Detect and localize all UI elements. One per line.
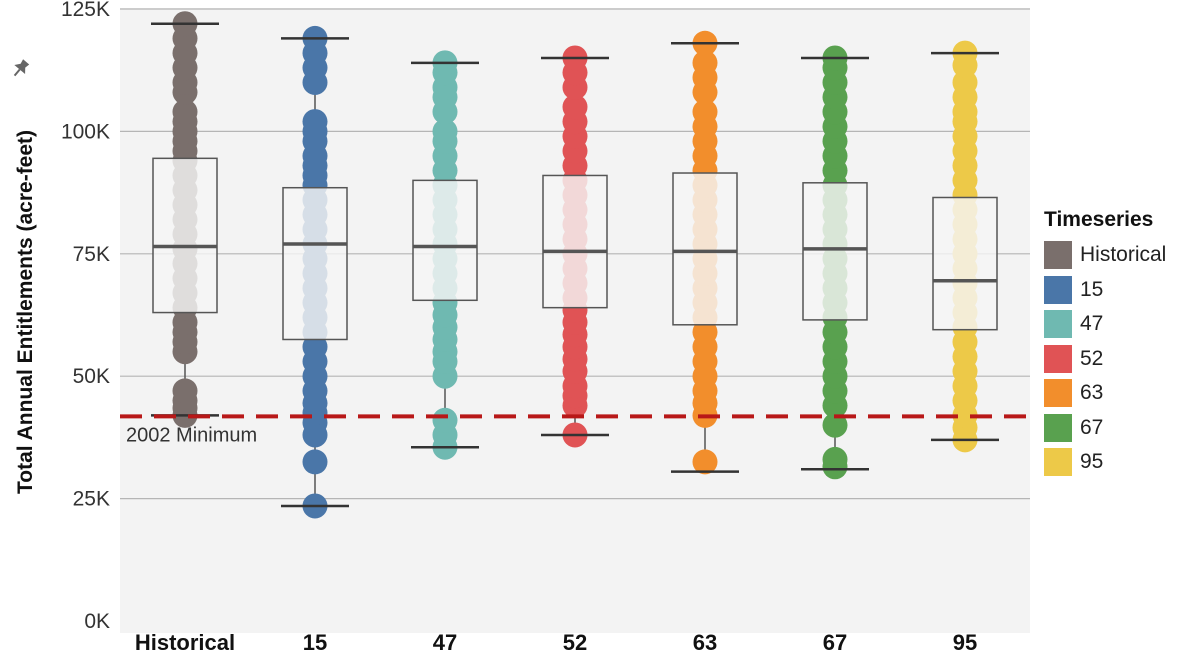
iqr-box bbox=[802, 182, 868, 321]
x-tick-label: 47 bbox=[433, 630, 457, 655]
pin-icon[interactable] bbox=[9, 57, 31, 80]
data-point bbox=[562, 94, 588, 120]
data-point bbox=[692, 99, 718, 125]
data-point bbox=[172, 378, 198, 404]
boxplot-15 bbox=[281, 25, 349, 519]
y-axis-label: Total Annual Entitlements (acre-feet) bbox=[14, 130, 37, 494]
boxplot-63 bbox=[671, 30, 739, 475]
iqr-box bbox=[152, 157, 218, 314]
boxplot-95 bbox=[931, 40, 999, 453]
y-tick-label: 50K bbox=[73, 365, 110, 388]
y-tick-label: 0K bbox=[84, 610, 110, 633]
y-tick-label: 25K bbox=[73, 488, 110, 511]
reference-line-group: 2002 Minimum bbox=[120, 414, 1030, 446]
legend-items: Historical 15 47 52 63 67 95 bbox=[1044, 238, 1166, 480]
legend-title: Timeseries bbox=[1044, 208, 1154, 231]
boxplot-52 bbox=[541, 45, 609, 448]
boxplot-47 bbox=[411, 50, 479, 460]
data-point bbox=[302, 449, 328, 475]
legend-label: 15 bbox=[1080, 277, 1104, 301]
y-tick-label: 100K bbox=[61, 120, 110, 143]
y-tick-label: 125K bbox=[61, 0, 110, 21]
legend-item[interactable]: 15 bbox=[1044, 273, 1166, 308]
y-tick-label: 75K bbox=[73, 243, 110, 266]
x-tick-label: 63 bbox=[693, 630, 717, 655]
data-point bbox=[822, 446, 848, 472]
legend-item[interactable]: 47 bbox=[1044, 307, 1166, 342]
legend-label: 95 bbox=[1080, 450, 1104, 474]
boxplot-67 bbox=[801, 45, 869, 480]
data-point bbox=[692, 449, 718, 475]
legend-item[interactable]: Historical bbox=[1044, 238, 1166, 273]
legend-item[interactable]: 67 bbox=[1044, 411, 1166, 446]
data-point bbox=[302, 109, 328, 135]
data-point bbox=[432, 118, 458, 144]
reference-line-label: 2002 Minimum bbox=[126, 424, 257, 446]
iqr-box bbox=[932, 196, 998, 331]
legend-item[interactable]: 95 bbox=[1044, 445, 1166, 480]
legend-swatch bbox=[1044, 344, 1072, 373]
x-tick-label: 67 bbox=[823, 630, 847, 655]
legend-label: 47 bbox=[1080, 312, 1104, 336]
legend-label: Historical bbox=[1080, 243, 1167, 267]
legend-item[interactable]: 63 bbox=[1044, 376, 1166, 411]
iqr-box bbox=[412, 179, 478, 302]
legend-swatch bbox=[1044, 241, 1072, 270]
iqr-box bbox=[282, 186, 348, 341]
legend-label: 52 bbox=[1080, 346, 1104, 370]
legend-swatch bbox=[1044, 413, 1072, 442]
data-point bbox=[172, 99, 198, 125]
iqr-box bbox=[542, 174, 608, 309]
legend: Timeseries Historical 15 47 52 63 67 95 bbox=[1044, 208, 1166, 480]
data-point bbox=[822, 412, 848, 438]
x-tick-label: Historical bbox=[135, 630, 235, 655]
x-tick-label: 95 bbox=[953, 630, 977, 655]
data-point bbox=[692, 50, 718, 76]
legend-label: 67 bbox=[1080, 415, 1104, 439]
legend-swatch bbox=[1044, 310, 1072, 339]
legend-swatch bbox=[1044, 448, 1072, 477]
x-tick-labels: Historical 15 47 52 63 67 95 bbox=[135, 630, 977, 655]
iqr-box bbox=[672, 172, 738, 326]
data-point bbox=[432, 407, 458, 433]
x-tick-label: 52 bbox=[563, 630, 587, 655]
x-tick-label: 15 bbox=[303, 630, 327, 655]
legend-item[interactable]: 52 bbox=[1044, 342, 1166, 377]
legend-swatch bbox=[1044, 379, 1072, 408]
y-tick-labels: 0K 25K 50K 75K 100K 125K bbox=[61, 0, 110, 633]
legend-label: 63 bbox=[1080, 381, 1104, 405]
data-point bbox=[952, 69, 978, 95]
boxplots bbox=[151, 11, 999, 519]
boxplot-historical bbox=[151, 11, 219, 428]
legend-swatch bbox=[1044, 275, 1072, 304]
